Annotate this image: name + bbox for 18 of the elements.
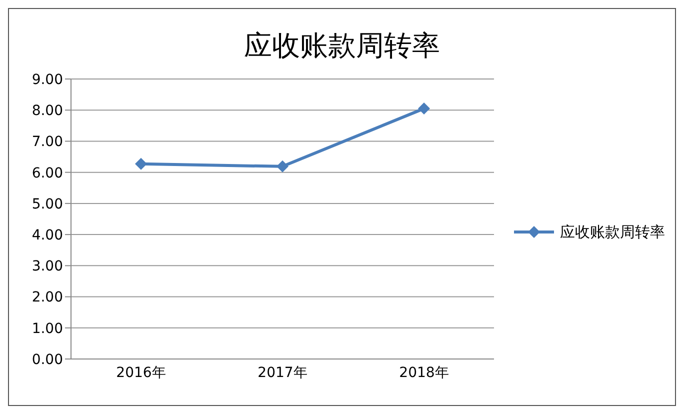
y-tick-label: 8.00 (32, 103, 63, 120)
y-tick-label: 6.00 (32, 165, 63, 182)
y-tick-label: 0.00 (32, 352, 63, 368)
y-tick-label: 2.00 (32, 290, 63, 306)
y-tick-label: 5.00 (32, 196, 63, 212)
point (418, 102, 430, 115)
x-tick-label: 2016年 (116, 364, 166, 381)
chart-title: 应收账款周转率 (243, 28, 441, 64)
y-tick-label: 1.00 (32, 320, 63, 337)
y-tick-label: 3.00 (32, 258, 63, 275)
y-tick-label: 4.00 (32, 228, 63, 244)
y-tick-label: 9.00 (32, 72, 63, 88)
point (135, 158, 147, 170)
x-tick-label: 2018年 (399, 364, 449, 381)
y-tick-label: 7.00 (32, 134, 63, 150)
point (276, 160, 288, 172)
legend-label: 应收账款周转率 (560, 222, 665, 242)
x-tick-label: 2017年 (258, 364, 308, 381)
